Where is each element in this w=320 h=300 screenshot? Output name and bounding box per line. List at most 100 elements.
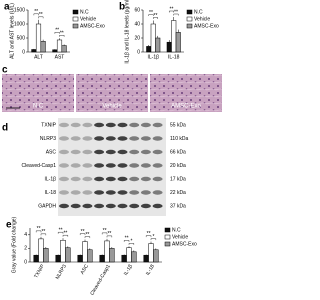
legend-swatch [186, 23, 193, 29]
blot-band [129, 163, 140, 168]
size-label: 20 kDa [170, 163, 186, 169]
panel-label: a [4, 2, 10, 13]
y-tick-label: 2 [24, 246, 27, 252]
blot-band [140, 149, 151, 155]
blot-band [152, 136, 163, 141]
bar [35, 23, 42, 53]
panel-label: c [2, 65, 8, 76]
histology-label: N.C [33, 104, 44, 110]
blot-band [59, 149, 69, 155]
histology-image [2, 74, 74, 112]
legend-swatch [164, 241, 171, 247]
y-tick-label: 0 [22, 49, 25, 55]
significance-bracket [169, 10, 174, 13]
protein-label: GAPDH [38, 203, 56, 209]
significance-label: ** [147, 231, 151, 237]
significance-label: ** [170, 6, 174, 12]
blot-band [105, 163, 116, 168]
bar [52, 49, 58, 53]
significance-label: ** [125, 236, 129, 242]
bar [148, 243, 154, 263]
significance-label: ** [41, 229, 45, 235]
legend-label: N.C [80, 9, 89, 15]
blot-band [70, 149, 81, 155]
bar [143, 254, 149, 263]
x-tick-label: NLRP3 [55, 263, 68, 280]
significance-label: ** [107, 231, 111, 237]
blot-band [82, 122, 93, 128]
legend-label: AMSC-Exo [80, 23, 105, 29]
bar [146, 46, 152, 53]
significance-label: ** [60, 31, 64, 37]
significance-label: ** [103, 228, 107, 234]
significance-bracket [123, 240, 130, 242]
significance-bracket [59, 35, 65, 37]
blot-band [94, 163, 105, 168]
blot-band [70, 136, 81, 141]
bar [126, 247, 132, 263]
blot-band [94, 122, 105, 128]
y-tick-label: 60 [134, 7, 140, 13]
significance-bracket [145, 235, 152, 238]
significance-label: ** [81, 229, 85, 235]
significance-label: ** [34, 9, 38, 15]
blot-band [117, 149, 128, 155]
blot-band [129, 136, 140, 141]
y-axis-label: ALT and AST levels (U/L) [9, 3, 15, 59]
y-tick-label: 500 [17, 35, 26, 41]
blot-band [140, 136, 151, 141]
legend-swatch [72, 9, 79, 15]
legend-swatch [186, 9, 193, 15]
blot-band [117, 136, 128, 141]
bar [31, 49, 37, 53]
blot-band [59, 190, 69, 195]
y-tick-label: 20 [134, 35, 140, 41]
significance-bracket [101, 232, 108, 235]
blot-band [94, 136, 105, 141]
bar [131, 251, 137, 263]
histology-label: AMSC-Exo [171, 104, 201, 110]
blot-band [152, 190, 163, 195]
significance-bracket [150, 238, 157, 241]
protein-label: IL-1β [45, 176, 57, 182]
bar [171, 20, 177, 53]
significance-label: * [152, 234, 154, 240]
bar [150, 23, 156, 53]
x-tick-label: IL-18 [145, 263, 156, 276]
blot-band [152, 176, 163, 182]
significance-bracket [35, 230, 42, 233]
size-label: 17 kDa [170, 176, 186, 182]
bar [38, 238, 44, 263]
size-label: 37 kDa [170, 203, 186, 209]
size-label: 110 kDa [170, 136, 188, 142]
legend-swatch [164, 227, 171, 233]
size-label: 22 kDa [170, 190, 186, 196]
size-label: 55 kDa [170, 122, 186, 128]
y-tick-label: 1000 [14, 21, 25, 27]
blot-band [105, 122, 116, 128]
blot-band [117, 122, 128, 128]
significance-bracket [84, 236, 91, 239]
protein-label: Cleaved-Casp1 [22, 163, 57, 169]
bar [87, 249, 93, 263]
x-tick-label: TXNIP [33, 263, 46, 279]
significance-bracket [38, 16, 44, 19]
significance-label: ** [59, 228, 63, 234]
legend-label: Vehicle [194, 16, 210, 22]
legend-label: N.C [194, 9, 203, 15]
blot-band [152, 203, 163, 209]
significance-label: ** [85, 232, 89, 238]
significance-label: * [130, 239, 132, 245]
bar [55, 254, 61, 263]
x-tick-label: IL-1β [123, 264, 134, 277]
blot-band [82, 163, 93, 168]
panel-label: e [6, 220, 12, 231]
x-tick-label: IL-18 [168, 54, 180, 60]
significance-bracket [79, 233, 86, 236]
x-tick-label: IL-1β [148, 54, 160, 60]
y-tick-label: 1500 [14, 7, 25, 13]
blot-band [117, 176, 128, 182]
blot-band [82, 136, 93, 141]
significance-bracket [106, 235, 113, 238]
bar [82, 241, 88, 263]
